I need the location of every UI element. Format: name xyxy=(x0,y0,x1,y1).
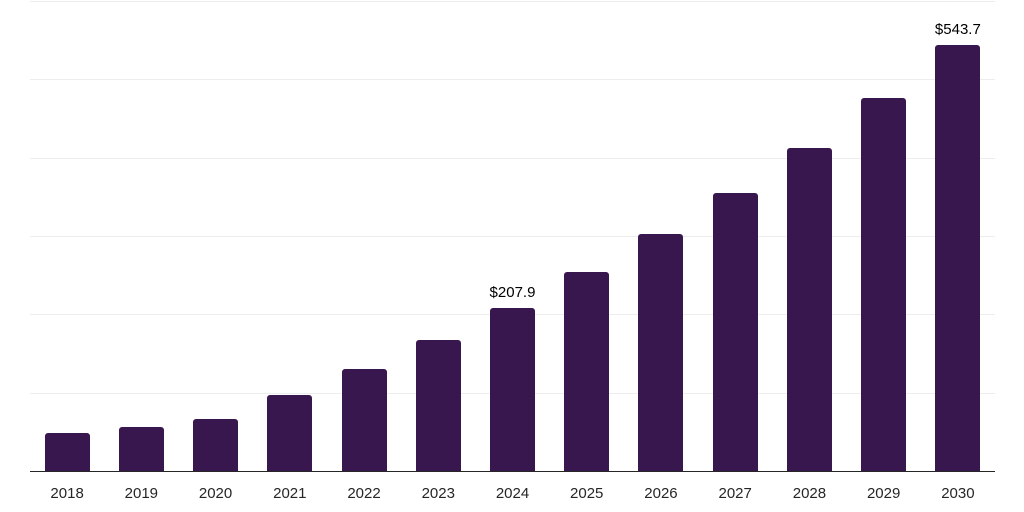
bar-2030 xyxy=(935,45,981,471)
bar-2022 xyxy=(341,368,387,471)
x-tick-label-2020: 2020 xyxy=(198,485,233,502)
x-tick-label-2019: 2019 xyxy=(124,485,159,502)
gridline-500 xyxy=(30,79,995,81)
bar-2025 xyxy=(564,271,610,471)
plot-area: $207.9 $543.7 xyxy=(30,1,995,472)
x-axis: 2018 2019 2020 2021 2022 2023 2024 2025 2026 2027… xyxy=(30,473,995,509)
x-tick-label-2029: 2029 xyxy=(866,485,901,502)
gridline-300 xyxy=(30,236,995,237)
x-tick-label-2030: 2030 xyxy=(941,485,975,502)
x-tick-label-2021: 2021 xyxy=(273,485,307,502)
value-label-2024: $207.9 xyxy=(489,284,536,302)
value-label-2030: $543.7 xyxy=(934,21,981,39)
x-tick-label-2027: 2027 xyxy=(718,485,752,502)
x-tick-label-2028: 2028 xyxy=(792,485,827,502)
x-tick-label-2022: 2022 xyxy=(347,485,381,502)
gridline-600 xyxy=(30,1,995,2)
gridline-400 xyxy=(30,157,995,159)
x-tick-label-2023: 2023 xyxy=(421,485,455,502)
bar-2023 xyxy=(415,340,461,471)
bar-2026 xyxy=(638,233,684,471)
x-tick-label-2018: 2018 xyxy=(50,485,84,502)
bar-2027 xyxy=(712,192,758,471)
x-tick-label-2024: 2024 xyxy=(495,485,530,502)
bar-2021 xyxy=(267,394,313,471)
bar-2024 xyxy=(490,308,535,471)
bar-2019 xyxy=(118,426,164,471)
bar-2018 xyxy=(44,432,90,471)
bar-2029 xyxy=(861,97,907,471)
x-tick-label-2025: 2025 xyxy=(570,485,604,502)
bar-2028 xyxy=(786,147,832,471)
bar-2020 xyxy=(193,418,239,471)
x-tick-label-2026: 2026 xyxy=(644,485,678,502)
